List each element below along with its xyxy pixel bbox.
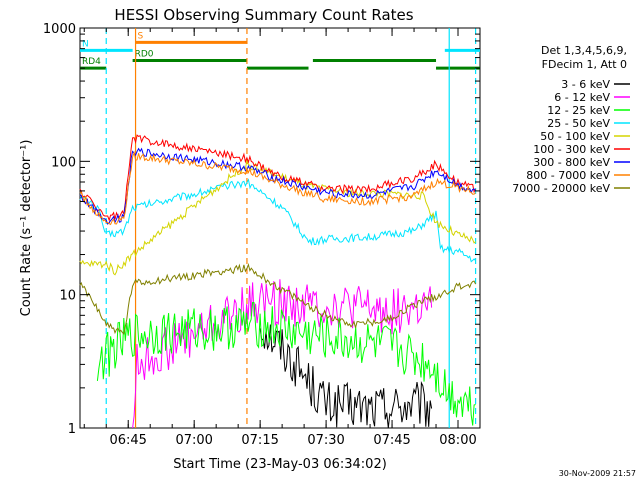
x-axis-label: Start Time (23-May-03 06:34:02)	[173, 457, 387, 472]
y-tick-label: 10	[59, 289, 76, 304]
flag-label-n: N	[82, 39, 89, 49]
series-line-50-100-kev	[79, 158, 476, 276]
x-tick-label: 06:45	[109, 433, 146, 448]
attenuator-markers	[105, 28, 477, 428]
legend-label-7000-20000-kev: 7000 - 20000 keV	[512, 182, 610, 195]
plot-frame	[79, 27, 481, 429]
flag-label-rd0: RD0	[135, 50, 154, 60]
y-tick-label: 100	[51, 155, 76, 170]
series-line-25-50-kev	[79, 178, 476, 263]
series-line-12-25-kev	[96, 301, 476, 426]
generation-timestamp: 30-Nov-2009 21:57	[559, 469, 636, 478]
legend-label-50-100-kev: 50 - 100 keV	[540, 130, 610, 143]
chart-title: HESSI Observing Summary Count Rates	[114, 6, 413, 24]
series-line-7000-20000-kev	[79, 262, 477, 335]
legend-header-line-1: Det 1,3,4,5,6,9,	[541, 44, 627, 57]
observing-flags: S N RD0 RD4	[80, 31, 480, 70]
series-line-100-300-kev	[79, 134, 477, 222]
legend-label-3-6-kev: 3 - 6 keV	[561, 78, 610, 91]
legend-header-line-2: FDecim 1, Att 0	[542, 58, 627, 71]
legend-label-25-50-kev: 25 - 50 keV	[547, 117, 610, 130]
legend-label-100-300-kev: 100 - 300 keV	[533, 143, 610, 156]
x-tick-label: 07:15	[241, 433, 278, 448]
x-axis-ticks: 06:45 07:00 07:15 07:30 07:45 08:00	[83, 28, 481, 448]
flag-label-s: S	[138, 31, 144, 41]
legend-label-12-25-kev: 12 - 25 keV	[547, 104, 610, 117]
series-line-800-7000-kev	[79, 150, 476, 226]
series-lines	[79, 134, 477, 429]
legend-label-6-12-kev: 6 - 12 keV	[554, 91, 610, 104]
x-tick-label: 07:00	[175, 433, 212, 448]
series-line-6-12-kev	[132, 279, 433, 429]
series-line-3-6-kev	[259, 324, 433, 429]
series-line-300-800-kev	[79, 147, 476, 225]
legend: Det 1,3,4,5,6,9, FDecim 1, Att 0 3 - 6 k…	[512, 44, 630, 195]
flag-label-rd4: RD4	[82, 57, 101, 67]
y-axis-label: Count Rate (s⁻¹ detector⁻¹)	[19, 140, 34, 317]
legend-label-800-7000-kev: 800 - 7000 keV	[526, 169, 610, 182]
x-tick-label: 08:00	[439, 433, 476, 448]
y-tick-label: 1	[68, 422, 76, 437]
y-axis-ticks: 1 10 100 1000	[43, 22, 480, 437]
x-tick-label: 07:45	[373, 433, 410, 448]
y-tick-label: 1000	[43, 22, 76, 37]
x-tick-label: 07:30	[307, 433, 344, 448]
legend-label-300-800-kev: 300 - 800 keV	[533, 156, 610, 169]
